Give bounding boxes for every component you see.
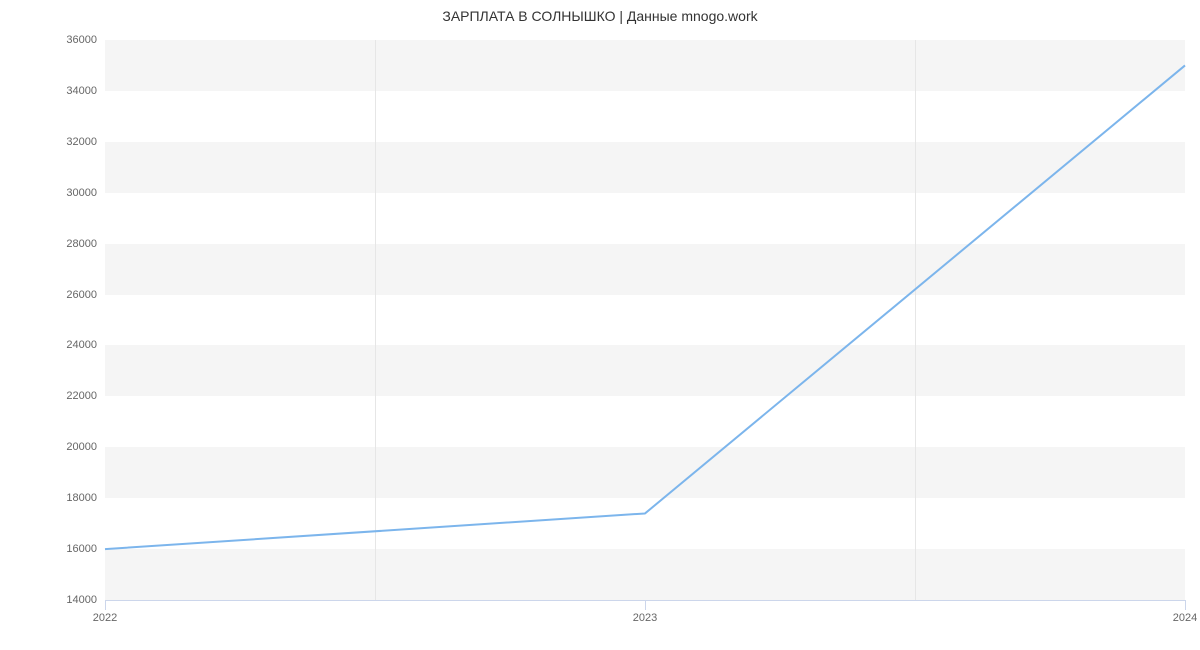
chart-title: ЗАРПЛАТА В СОЛНЫШКО | Данные mnogo.work: [0, 8, 1200, 24]
x-tick-label: 2022: [93, 612, 117, 624]
series-line-salary: [105, 65, 1185, 549]
series-svg: [105, 40, 1185, 600]
y-tick-label: 32000: [37, 136, 97, 148]
y-tick-label: 16000: [37, 543, 97, 555]
x-tick: [105, 600, 106, 610]
x-tick-label: 2023: [633, 612, 657, 624]
y-tick-label: 24000: [37, 339, 97, 351]
y-tick-label: 22000: [37, 390, 97, 402]
y-tick-label: 30000: [37, 187, 97, 199]
y-tick-label: 28000: [37, 238, 97, 250]
x-axis-line: [105, 600, 1185, 601]
salary-line-chart: ЗАРПЛАТА В СОЛНЫШКО | Данные mnogo.work …: [0, 0, 1200, 650]
x-tick: [1185, 600, 1186, 610]
y-tick-label: 18000: [37, 492, 97, 504]
y-tick-label: 20000: [37, 441, 97, 453]
y-tick-label: 14000: [37, 594, 97, 606]
x-tick-label: 2024: [1173, 612, 1197, 624]
y-tick-label: 34000: [37, 85, 97, 97]
y-tick-label: 26000: [37, 289, 97, 301]
y-tick-label: 36000: [37, 34, 97, 46]
plot-area: 1400016000180002000022000240002600028000…: [105, 40, 1185, 600]
x-tick: [645, 600, 646, 610]
